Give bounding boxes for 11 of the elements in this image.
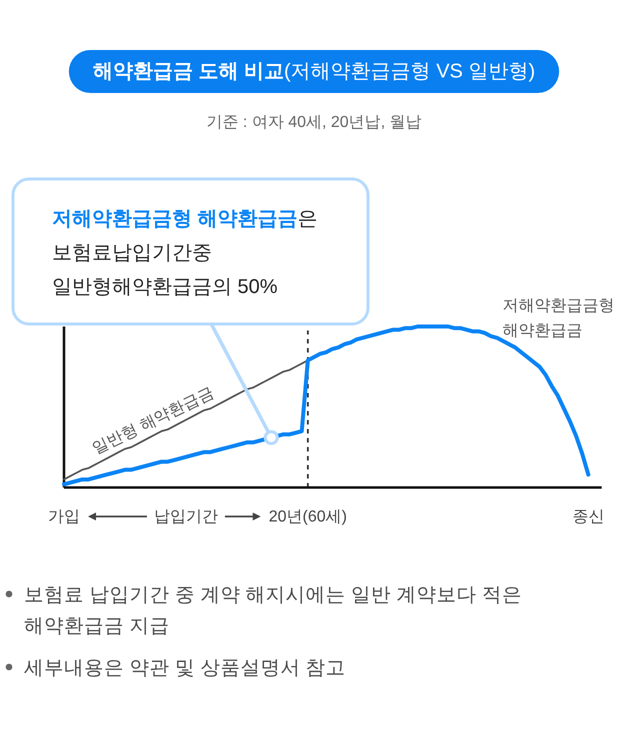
- x-tick-label: 가입: [48, 508, 80, 525]
- note: 세부내용은 약관 및 상품설명서 참고: [6, 657, 346, 679]
- text: 저해약환급금형 해약환급금은 보험료납입기간중 일반형해약환급금의 50%: [52, 208, 318, 298]
- chart-title: 해약환급금 도해 비교(저해약환급금형 VS 일반형): [92, 60, 536, 82]
- x-tick-label: 20년(60세): [268, 508, 347, 525]
- series-label: 저해약환급금형 해약환급금: [502, 297, 619, 339]
- x-axis-title: 납입기간: [154, 508, 218, 525]
- note: 보험료 납입기간 중 계약 해지시에는 일반 계약보다 적은 해약환급금 지급: [6, 584, 522, 637]
- title: 해약환급금 도해 비교(저해약환급금형 VS 일반형): [68, 50, 560, 93]
- chart-subtitle: 기준 : 여자 40세, 20년납, 월납: [206, 114, 422, 130]
- x-tick-label: 종신: [572, 508, 604, 525]
